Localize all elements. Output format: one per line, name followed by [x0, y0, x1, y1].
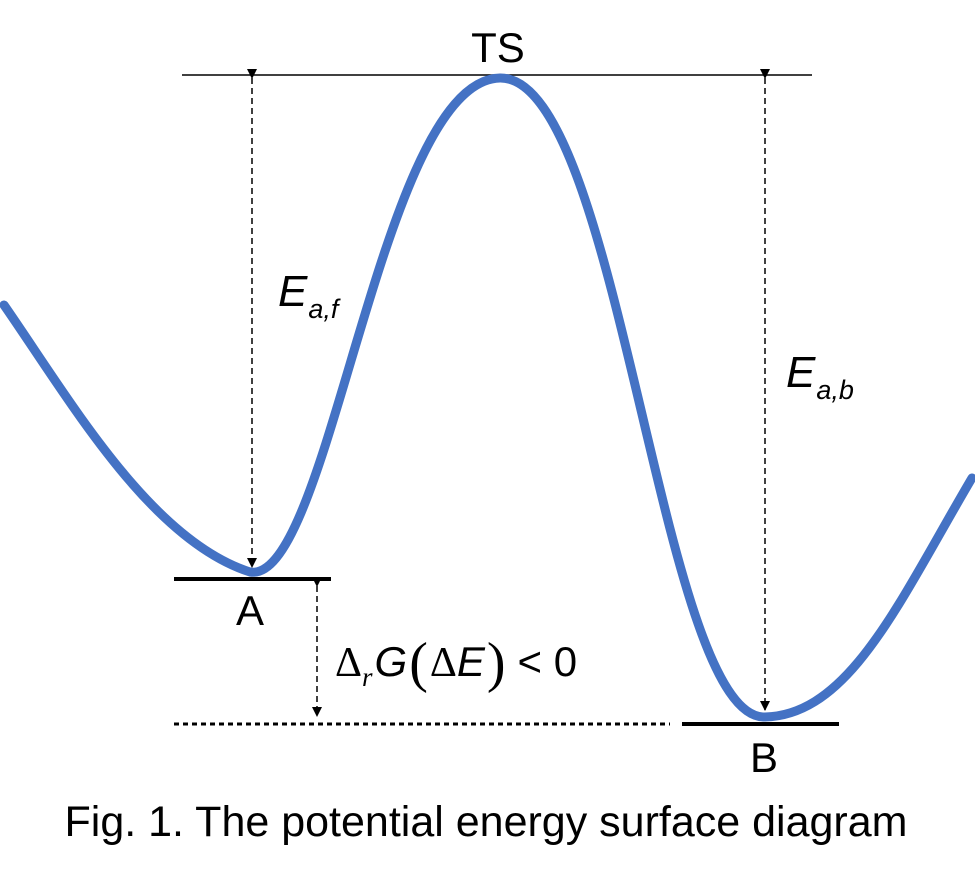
- reaction-energy-label: ΔrG(ΔE) < 0: [335, 632, 577, 694]
- backward-activation-main: E: [786, 348, 816, 397]
- energy-e: E: [457, 638, 486, 685]
- forward-activation-subscript: a,f: [308, 294, 341, 324]
- forward-activation-main: E: [278, 267, 308, 316]
- figure-caption: Fig. 1. The potential energy surface dia…: [65, 798, 908, 846]
- right-paren: ): [487, 632, 506, 694]
- gibbs-g: G: [375, 638, 408, 685]
- subscript-r: r: [362, 662, 373, 692]
- product-label: B: [750, 734, 778, 781]
- ts-label: TS: [471, 24, 525, 71]
- backward-activation-label: Ea,b: [786, 348, 854, 405]
- left-paren: (: [409, 632, 428, 694]
- potential-energy-curve: [0, 73, 975, 722]
- less-than-zero: < 0: [518, 638, 578, 685]
- reactant-label: A: [236, 587, 264, 634]
- delta-symbol-2: Δ: [430, 640, 457, 686]
- delta-symbol-1: Δ: [335, 640, 362, 686]
- forward-activation-label: Ea,f: [278, 267, 341, 324]
- backward-activation-subscript: a,b: [816, 375, 854, 405]
